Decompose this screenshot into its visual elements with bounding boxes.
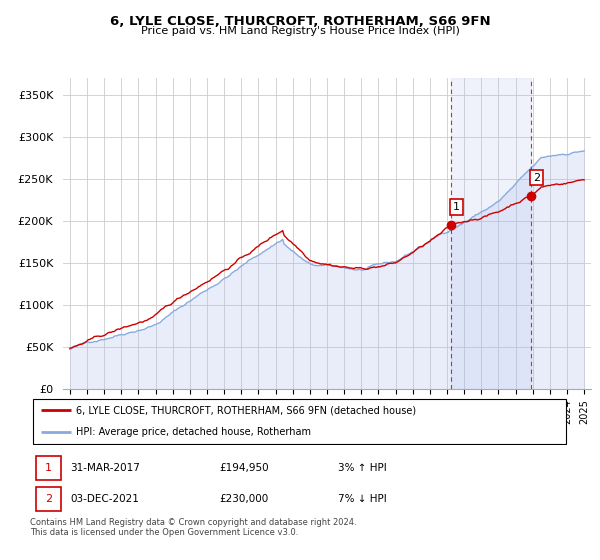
Text: Price paid vs. HM Land Registry's House Price Index (HPI): Price paid vs. HM Land Registry's House …: [140, 26, 460, 36]
Text: 1: 1: [45, 463, 52, 473]
Text: 31-MAR-2017: 31-MAR-2017: [71, 463, 140, 473]
Text: 7% ↓ HPI: 7% ↓ HPI: [338, 494, 386, 504]
Text: 6, LYLE CLOSE, THURCROFT, ROTHERHAM, S66 9FN: 6, LYLE CLOSE, THURCROFT, ROTHERHAM, S66…: [110, 15, 490, 27]
Bar: [37, 487, 61, 511]
Text: Contains HM Land Registry data © Crown copyright and database right 2024.
This d: Contains HM Land Registry data © Crown c…: [30, 518, 356, 538]
Text: 6, LYLE CLOSE, THURCROFT, ROTHERHAM, S66 9FN (detached house): 6, LYLE CLOSE, THURCROFT, ROTHERHAM, S66…: [76, 405, 416, 416]
Text: 03-DEC-2021: 03-DEC-2021: [71, 494, 139, 504]
Text: HPI: Average price, detached house, Rotherham: HPI: Average price, detached house, Roth…: [76, 427, 311, 437]
FancyBboxPatch shape: [33, 399, 566, 444]
Text: £194,950: £194,950: [219, 463, 269, 473]
Bar: [451, 78, 531, 389]
Text: 2: 2: [533, 172, 540, 183]
Text: 3% ↑ HPI: 3% ↑ HPI: [338, 463, 386, 473]
Text: £230,000: £230,000: [219, 494, 268, 504]
Text: 1: 1: [453, 202, 460, 212]
Bar: [37, 456, 61, 480]
Text: 2: 2: [45, 494, 52, 504]
